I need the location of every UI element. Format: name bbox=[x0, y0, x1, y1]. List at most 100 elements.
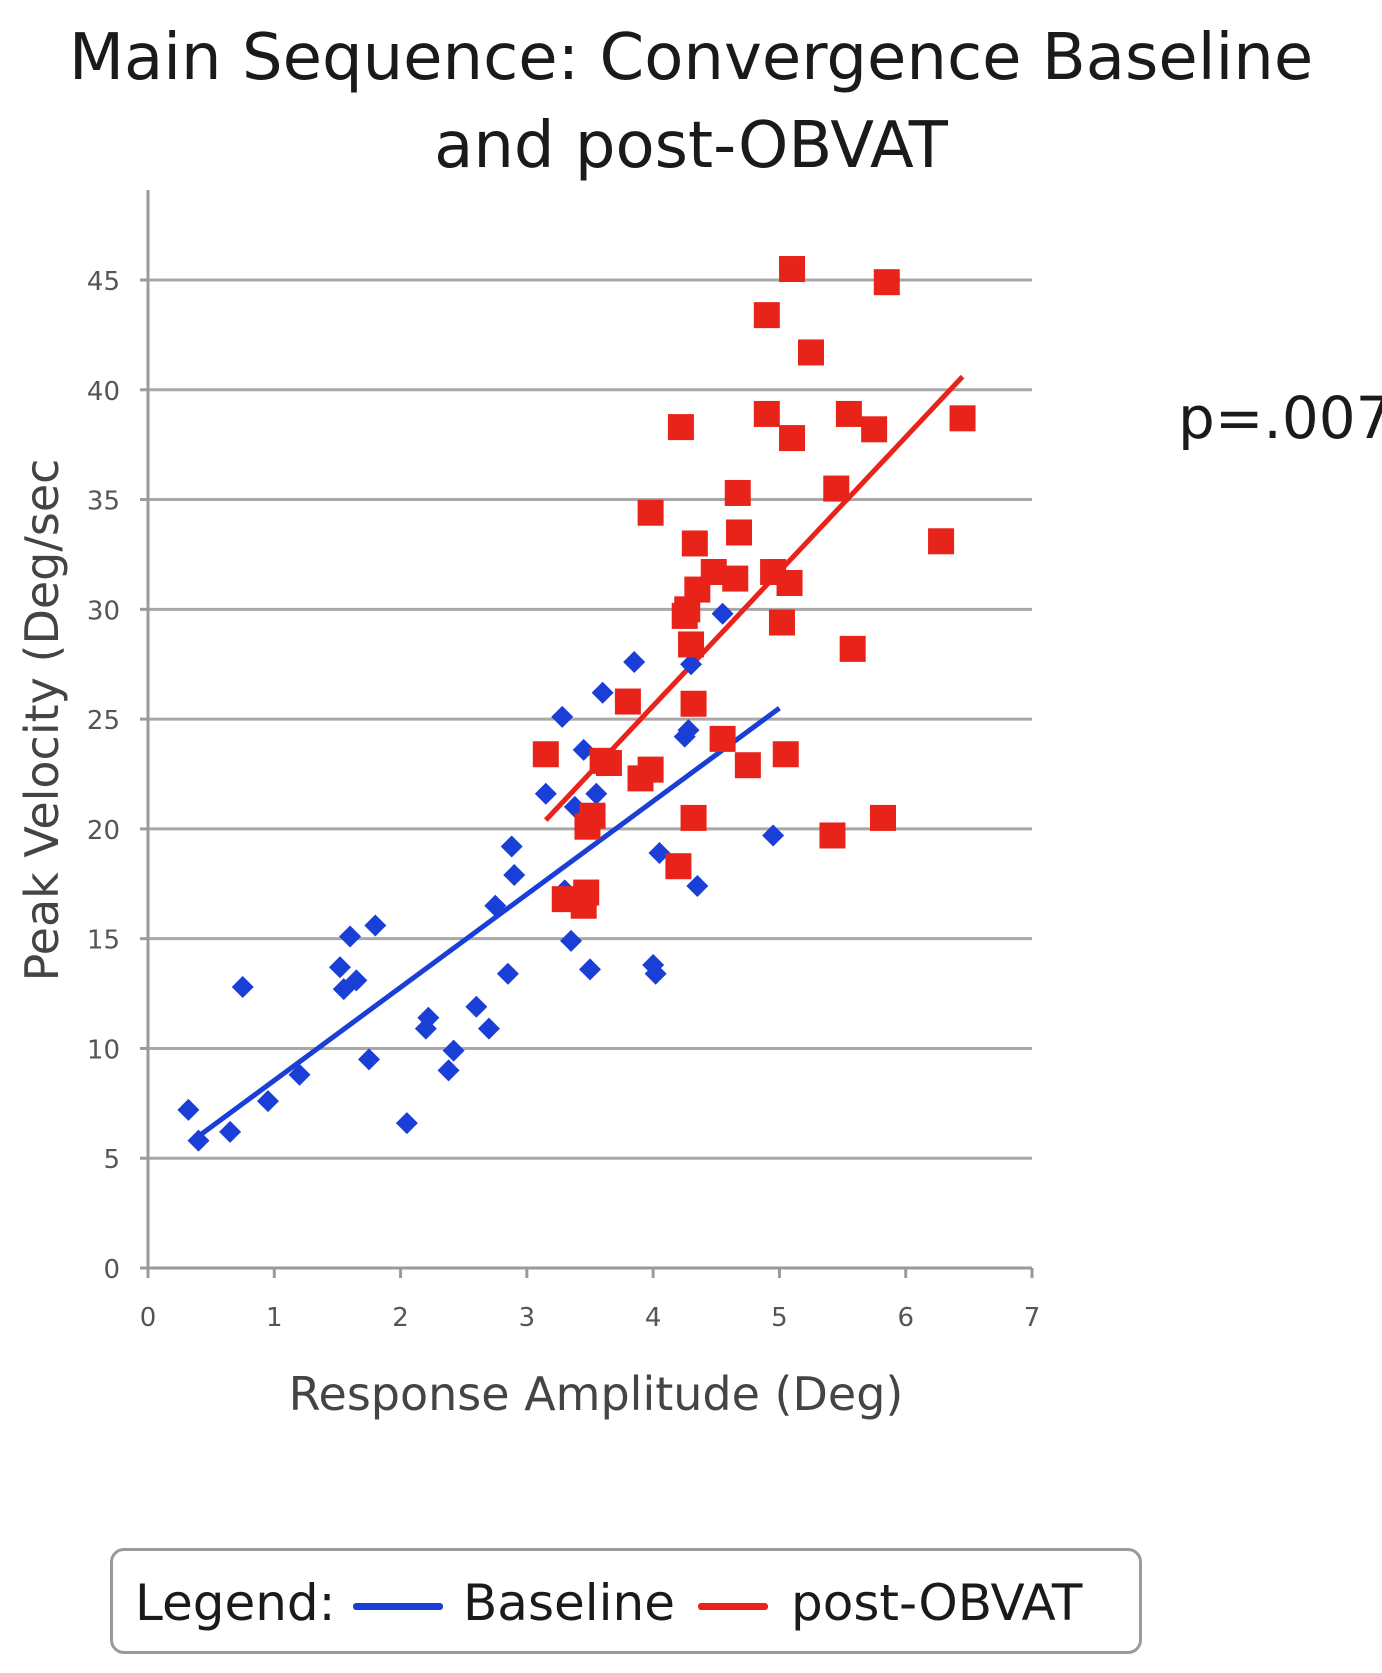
chart-title-line-2: and post-OBVAT bbox=[434, 109, 948, 183]
data-point-baseline bbox=[177, 1098, 200, 1121]
data-point-baseline bbox=[345, 969, 368, 992]
y-axis-title: Peak Velocity (Deg/sec bbox=[15, 459, 69, 982]
y-tick-label: 0 bbox=[103, 1255, 120, 1285]
y-tick-label: 30 bbox=[87, 596, 120, 626]
legend: Legend: Baseline post-OBVAT bbox=[110, 1548, 1142, 1654]
data-point-post-obvat bbox=[861, 416, 888, 443]
chart-title-line-1: Main Sequence: Convergence Baseline bbox=[68, 21, 1314, 95]
data-point-baseline bbox=[256, 1090, 279, 1113]
data-point-baseline bbox=[711, 602, 734, 625]
data-point-baseline bbox=[484, 894, 507, 917]
data-point-post-obvat bbox=[637, 756, 664, 783]
data-point-baseline bbox=[677, 719, 700, 742]
data-point-baseline bbox=[288, 1063, 311, 1086]
data-point-post-obvat bbox=[798, 339, 824, 366]
data-point-post-obvat bbox=[928, 528, 955, 555]
data-point-baseline bbox=[417, 1006, 440, 1029]
data-point-baseline bbox=[328, 956, 351, 979]
data-point-post-obvat bbox=[573, 879, 600, 906]
data-point-baseline bbox=[686, 874, 709, 897]
y-tick-label: 45 bbox=[87, 267, 120, 297]
data-point-baseline bbox=[644, 962, 667, 985]
data-point-post-obvat bbox=[734, 752, 761, 779]
data-point-post-obvat bbox=[680, 804, 707, 831]
x-tick-label: 6 bbox=[897, 1303, 914, 1333]
data-point-baseline bbox=[231, 975, 254, 998]
x-tick-label: 1 bbox=[266, 1303, 283, 1333]
data-point-post-obvat bbox=[823, 475, 850, 502]
y-tick-label: 20 bbox=[87, 816, 120, 846]
chart-title: Main Sequence: Convergence Baseline and … bbox=[0, 14, 1382, 190]
legend-label-baseline: Baseline bbox=[463, 1574, 675, 1632]
data-point-post-obvat bbox=[779, 425, 806, 452]
data-point-baseline bbox=[187, 1129, 210, 1152]
data-point-post-obvat bbox=[779, 256, 806, 283]
data-point-post-obvat bbox=[614, 688, 641, 715]
x-tick-label: 3 bbox=[519, 1303, 536, 1333]
data-point-baseline bbox=[534, 782, 557, 805]
data-point-baseline bbox=[560, 929, 583, 952]
x-tick-label: 2 bbox=[392, 1303, 409, 1333]
data-point-post-obvat bbox=[637, 499, 664, 526]
legend-swatch-baseline bbox=[353, 1603, 443, 1610]
data-point-post-obvat bbox=[768, 609, 795, 636]
data-point-baseline bbox=[591, 681, 614, 704]
legend-swatch-post-obvat bbox=[698, 1603, 768, 1610]
legend-label-post-obvat: post-OBVAT bbox=[791, 1574, 1083, 1632]
data-point-post-obvat bbox=[772, 741, 799, 768]
data-point-post-obvat bbox=[722, 565, 749, 592]
data-point-baseline bbox=[762, 824, 785, 847]
x-tick-label: 7 bbox=[1024, 1303, 1041, 1333]
data-point-baseline bbox=[395, 1112, 418, 1135]
data-point-baseline bbox=[680, 653, 703, 676]
data-point-post-obvat bbox=[595, 750, 622, 777]
data-point-baseline bbox=[437, 1059, 460, 1082]
data-point-post-obvat bbox=[579, 802, 606, 829]
data-point-post-obvat bbox=[678, 631, 705, 658]
data-point-post-obvat bbox=[949, 405, 976, 432]
data-point-post-obvat bbox=[665, 853, 692, 880]
data-point-post-obvat bbox=[532, 741, 559, 768]
y-tick-label: 10 bbox=[87, 1035, 120, 1065]
data-point-baseline bbox=[339, 925, 362, 948]
data-point-baseline bbox=[572, 738, 595, 761]
data-point-baseline bbox=[358, 1048, 380, 1071]
x-tick-label: 5 bbox=[771, 1303, 788, 1333]
data-point-baseline bbox=[648, 842, 671, 865]
data-point-post-obvat bbox=[680, 690, 707, 717]
data-point-baseline bbox=[219, 1120, 242, 1143]
y-tick-label: 5 bbox=[103, 1145, 120, 1175]
data-point-post-obvat bbox=[869, 804, 896, 831]
data-point-baseline bbox=[503, 863, 526, 886]
data-point-post-obvat bbox=[776, 569, 803, 596]
data-point-post-obvat bbox=[835, 400, 862, 427]
trendline-post-obvat bbox=[543, 374, 965, 822]
data-point-post-obvat bbox=[839, 635, 866, 662]
trendline-baseline bbox=[197, 706, 781, 1139]
data-point-baseline bbox=[623, 651, 646, 674]
data-point-post-obvat bbox=[753, 302, 780, 329]
data-point-baseline bbox=[496, 962, 519, 985]
x-tick-label: 4 bbox=[645, 1303, 662, 1333]
y-tick-label: 15 bbox=[87, 926, 120, 956]
data-point-baseline bbox=[364, 914, 387, 937]
data-point-post-obvat bbox=[726, 519, 753, 546]
x-axis-title: Response Amplitude (Deg) bbox=[289, 1367, 904, 1421]
data-point-baseline bbox=[579, 958, 601, 981]
y-tick-label: 25 bbox=[87, 706, 120, 736]
data-point-post-obvat bbox=[709, 725, 736, 752]
p-value-annotation: p=.007 bbox=[1178, 384, 1382, 452]
x-tick-label: 0 bbox=[140, 1303, 157, 1333]
data-point-baseline bbox=[585, 782, 608, 805]
data-point-post-obvat bbox=[753, 400, 780, 427]
data-point-post-obvat bbox=[819, 822, 846, 849]
data-point-baseline bbox=[465, 995, 488, 1018]
data-point-baseline bbox=[551, 705, 574, 728]
data-point-baseline bbox=[442, 1039, 465, 1062]
legend-title: Legend: bbox=[135, 1574, 336, 1632]
data-point-post-obvat bbox=[873, 269, 900, 296]
data-point-post-obvat bbox=[667, 414, 694, 441]
y-tick-label: 40 bbox=[87, 377, 120, 407]
data-point-baseline bbox=[500, 835, 523, 858]
